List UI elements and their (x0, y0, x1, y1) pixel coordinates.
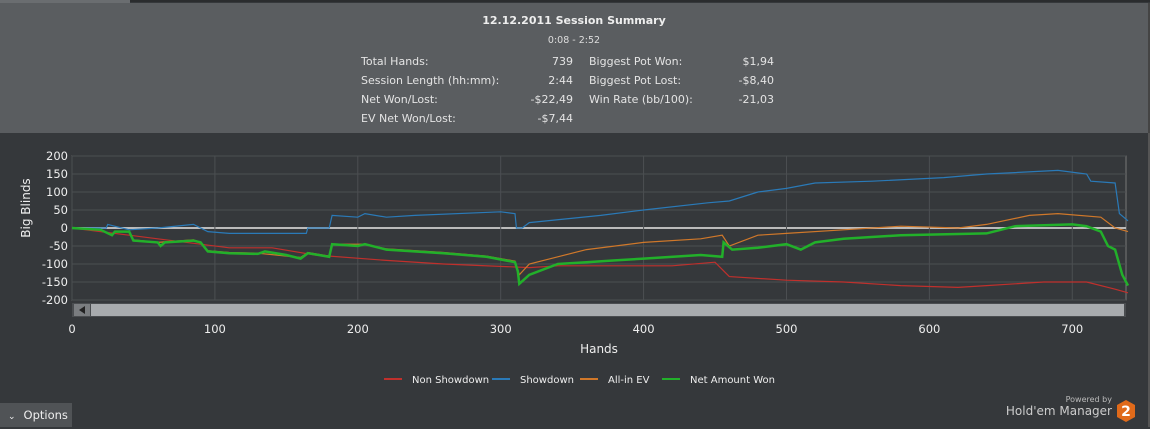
stat-label: Net Won/Lost: (361, 93, 438, 106)
series-line-non-showdown (71, 227, 1129, 294)
x-tick-label: 600 (918, 322, 940, 336)
stat-value: -$8,40 (738, 74, 774, 87)
powered-by-text: Powered by (1065, 395, 1112, 404)
top-bar (0, 0, 1150, 2)
stat-label: Win Rate (bb/100): (589, 93, 693, 106)
svg-text:2: 2 (1121, 404, 1131, 420)
x-axis-label: Hands (580, 342, 618, 356)
y-tick-label: 100 (46, 185, 68, 199)
y-axis-label: Big Blinds (19, 178, 33, 237)
right-border (1148, 133, 1150, 427)
stat-value: -$7,44 (537, 112, 573, 125)
y-tick-label: -200 (42, 293, 68, 307)
x-tick-label: 500 (776, 322, 798, 336)
stat-label: Session Length (hh:mm): (361, 74, 500, 87)
session-summary-panel: 12.12.2011 Session Summary 0:08 - 2:52 T… (0, 3, 1150, 133)
legend-label: All-in EV (608, 375, 650, 386)
y-tick-label: -50 (49, 239, 68, 253)
y-tick-label: 50 (53, 203, 68, 217)
legend-label: Showdown (520, 375, 574, 386)
legend: Non Showdown Showdown All-in EV Net Amount … (384, 375, 775, 386)
legend-label: Non Showdown (412, 375, 489, 386)
x-tick-label: 100 (204, 322, 226, 336)
x-tick-label: 700 (1061, 322, 1083, 336)
stat-value: $1,94 (742, 55, 775, 68)
series-line-showdown (72, 169, 1129, 234)
summary-title: 12.12.2011 Session Summary (482, 14, 666, 27)
scrollbar-thumb[interactable] (91, 304, 1124, 316)
options-button[interactable]: ⌄ Options (0, 403, 72, 427)
x-tick-label: 400 (633, 322, 655, 336)
chevron-down-icon: ⌄ (8, 412, 16, 422)
stat-value: 739 (552, 55, 573, 68)
y-tick-label: -150 (42, 275, 68, 289)
options-label: Options (23, 408, 68, 422)
x-tick-label: 0 (68, 322, 75, 336)
stat-value: -21,03 (738, 93, 774, 106)
stat-label: Biggest Pot Won: (589, 55, 683, 68)
stat-label: Biggest Pot Lost: (589, 74, 682, 87)
y-tick-label: 200 (46, 149, 68, 163)
stat-value: -$22,49 (530, 93, 573, 106)
stat-label: EV Net Won/Lost: (361, 112, 456, 125)
series-line-net-amount-won (71, 223, 1130, 287)
hem2-logo: 2 (1117, 400, 1135, 422)
y-tick-label: -100 (42, 257, 68, 271)
tab-indicator (0, 0, 130, 3)
session-time-range: 0:08 - 2:52 (547, 35, 601, 46)
legend-label: Net Amount Won (690, 375, 775, 386)
y-tick-label: 0 (61, 221, 68, 235)
stat-label: Total Hands: (361, 55, 429, 68)
x-tick-label: 200 (347, 322, 369, 336)
arrow-left-icon (79, 306, 85, 314)
stat-value: 2:44 (548, 74, 573, 87)
y-tick-label: 150 (46, 167, 68, 181)
product-name: Hold'em Manager (1005, 404, 1112, 418)
x-tick-label: 300 (490, 322, 512, 336)
